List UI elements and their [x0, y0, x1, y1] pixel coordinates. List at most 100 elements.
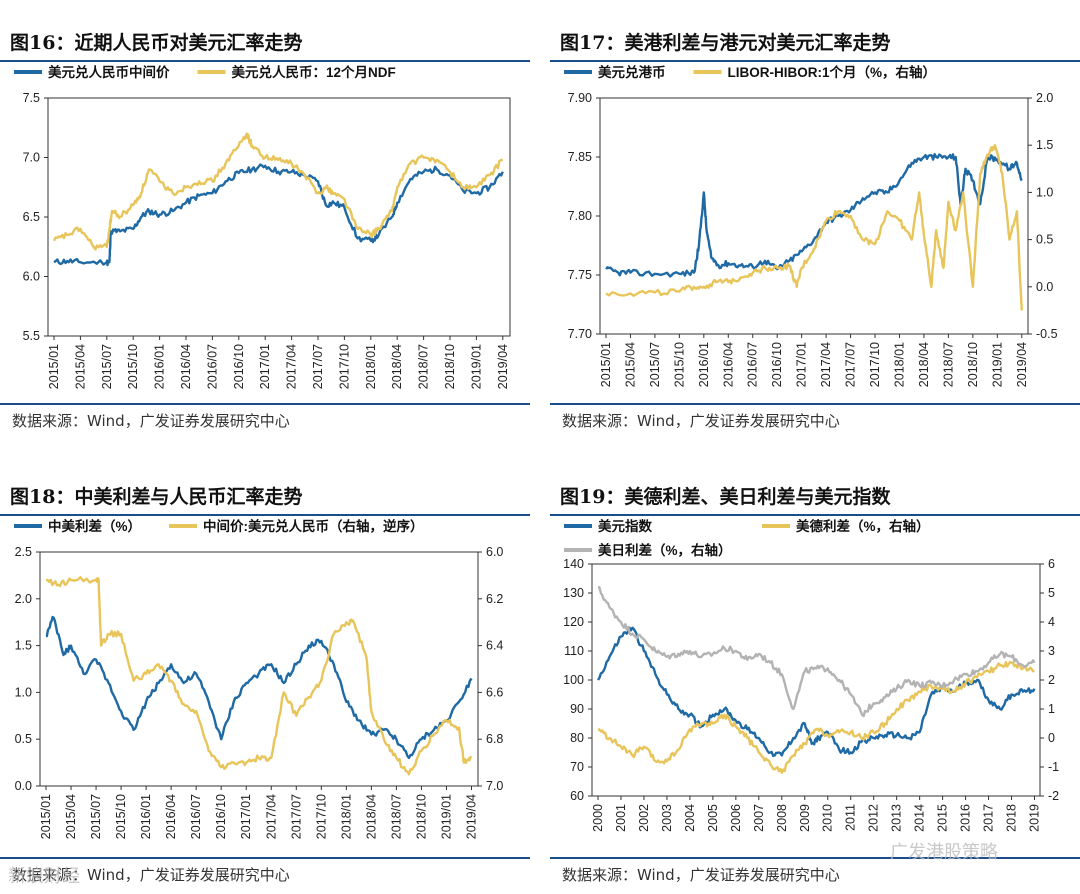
y-tick-label: 1.5	[15, 639, 32, 653]
x-tick-label: 2015/10	[126, 344, 140, 389]
y2-tick-label: 4	[1048, 615, 1055, 629]
y-tick-label: 140	[563, 557, 584, 571]
legend-label: 中美利差（%）	[48, 518, 141, 534]
x-tick-label: 2015/07	[89, 794, 103, 839]
chart-title: 图19：美德利差、美日利差与美元指数	[560, 486, 891, 508]
y-tick-label: 7.90	[568, 91, 592, 105]
title-rule	[0, 60, 530, 62]
bottom-rule	[0, 857, 530, 859]
title-rule	[550, 60, 1080, 62]
x-tick-label: 2016/04	[179, 344, 193, 389]
x-tick-label: 2008	[775, 804, 789, 832]
chart-source: 数据来源：Wind，广发证券发展研究中心	[562, 866, 840, 884]
x-tick-label: 2018/01	[364, 344, 378, 389]
x-tick-label: 2018/04	[364, 794, 378, 839]
y2-tick-label: 5	[1048, 586, 1055, 600]
x-tick-label: 2016	[959, 804, 973, 832]
legend-label: 美元兑人民币：12个月NDF	[232, 64, 396, 80]
x-tick-label: 2019/01	[990, 342, 1004, 387]
x-tick-label: 2013	[890, 804, 904, 832]
chart-panel-17: 图17：美港利差与港元对美元汇率走势 7.70 7.75 7.80 7.85 7.90 -…	[550, 0, 1080, 440]
x-tick-label: 2007	[752, 804, 766, 832]
y2-tick-label: -2	[1048, 789, 1059, 803]
legend-label: 美元兑港币	[598, 64, 666, 80]
plot-frame	[599, 97, 1029, 335]
x-tick-label: 2016/10	[214, 794, 228, 839]
x-tick-label: 2015/04	[64, 794, 78, 839]
y-tick-label: 7.85	[568, 150, 592, 164]
y-tick-label: 100	[563, 673, 584, 687]
x-tick-label: 2019/01	[469, 344, 483, 389]
legend-label: 美元兑人民币中间价	[48, 64, 170, 80]
y2-tick-label: 0.0	[1036, 280, 1053, 294]
x-tick-label: 2016/04	[721, 342, 735, 387]
x-tick-label: 2018/01	[892, 342, 906, 387]
y2-tick-label: 6.4	[486, 639, 503, 653]
title-rule	[550, 514, 1080, 516]
chart-18-plot: 0.0 0.5 1.0 1.5 2.0 2.5 6.0 6.2 6.4 6.6 6.8 7.0 2015…	[14, 518, 503, 839]
x-tick-label: 2018/01	[339, 794, 353, 839]
chart-title: 图17：美港利差与港元对美元汇率走势	[560, 32, 891, 54]
series-line-1	[46, 576, 473, 776]
y2-tick-label: 2	[1048, 673, 1055, 687]
chart-title: 图16：近期人民币对美元汇率走势	[10, 32, 303, 54]
y-tick-label: 5.5	[23, 329, 40, 343]
x-tick-label: 2014	[913, 804, 927, 832]
chart-source: 数据来源：Wind，广发证券发展研究中心	[12, 866, 290, 884]
x-tick-label: 2017/10	[314, 794, 328, 839]
x-tick-label: 2016/04	[164, 794, 178, 839]
x-tick-label: 2018/10	[414, 794, 428, 839]
x-tick-label: 2001	[614, 804, 628, 832]
y-tick-label: 1.0	[15, 685, 32, 699]
y-tick-label: 120	[563, 615, 584, 629]
y2-tick-label: 0	[1048, 731, 1055, 745]
x-tick-label: 2017/07	[844, 342, 858, 387]
y-tick-label: 0.0	[15, 779, 32, 793]
x-tick-label: 2000	[591, 804, 605, 832]
title-rule	[0, 514, 530, 516]
y-tick-label: 2.5	[15, 545, 32, 559]
x-tick-label: 2018	[1005, 804, 1019, 832]
x-tick-label: 2006	[729, 804, 743, 832]
y-tick-label: 6.5	[23, 210, 40, 224]
y2-tick-label: 3	[1048, 644, 1055, 658]
series-line-0	[597, 626, 1036, 758]
y2-tick-label: -1	[1048, 760, 1059, 774]
x-tick-label: 2017/01	[258, 344, 272, 389]
x-tick-label: 2015/10	[114, 794, 128, 839]
x-tick-label: 2015/10	[672, 342, 686, 387]
chart-source: 数据来源：Wind，广发证券发展研究中心	[562, 412, 840, 430]
x-tick-label: 2019/04	[496, 344, 510, 389]
x-tick-label: 2016/01	[697, 342, 711, 387]
x-tick-label: 2017/10	[337, 344, 351, 389]
x-tick-label: 2018/07	[941, 342, 955, 387]
y-tick-label: 7.5	[23, 91, 40, 105]
chart-panel-19: 图19：美德利差、美日利差与美元指数 60 70 80 90 100 110 120 130 1…	[550, 454, 1080, 894]
chart-source: 数据来源：Wind，广发证券发展研究中心	[12, 412, 290, 430]
x-tick-label: 2015	[936, 804, 950, 832]
y-tick-label: 70	[570, 760, 584, 774]
y-tick-label: 2.0	[15, 592, 32, 606]
bottom-rule	[550, 857, 1080, 859]
x-tick-label: 2019/04	[464, 794, 478, 839]
x-tick-label: 2018/10	[443, 344, 457, 389]
x-tick-label: 2015/01	[39, 794, 53, 839]
x-tick-label: 2004	[683, 804, 697, 832]
legend-label: 中间价:美元兑人民币（右轴，逆序）	[203, 518, 424, 534]
x-tick-label: 2016/01	[153, 344, 167, 389]
x-tick-label: 2002	[637, 804, 651, 832]
chart-19-plot: 60 70 80 90 100 110 120 130 140 -2 -1 0 1 2 3 4 5 6 2000 20…	[563, 518, 1059, 832]
legend-label: LIBOR-HIBOR:1个月（%，右轴）	[728, 64, 937, 80]
chart-17-plot: 7.70 7.75 7.80 7.85 7.90 -0.5 0.0 0.5 1.0 1.5 2.0 2…	[564, 64, 1058, 387]
x-tick-label: 2016/07	[205, 344, 219, 389]
x-tick-label: 2018/04	[390, 344, 404, 389]
y-tick-label: 110	[564, 644, 584, 658]
y2-tick-label: 7.0	[486, 779, 503, 793]
y-tick-label: 6.0	[23, 270, 40, 284]
y-tick-label: 130	[563, 586, 584, 600]
x-tick-label: 2015/04	[623, 342, 637, 387]
y2-tick-label: 6	[1048, 557, 1055, 571]
x-tick-label: 2009	[798, 804, 812, 832]
bottom-rule	[550, 403, 1080, 405]
x-tick-label: 2017/01	[795, 342, 809, 387]
